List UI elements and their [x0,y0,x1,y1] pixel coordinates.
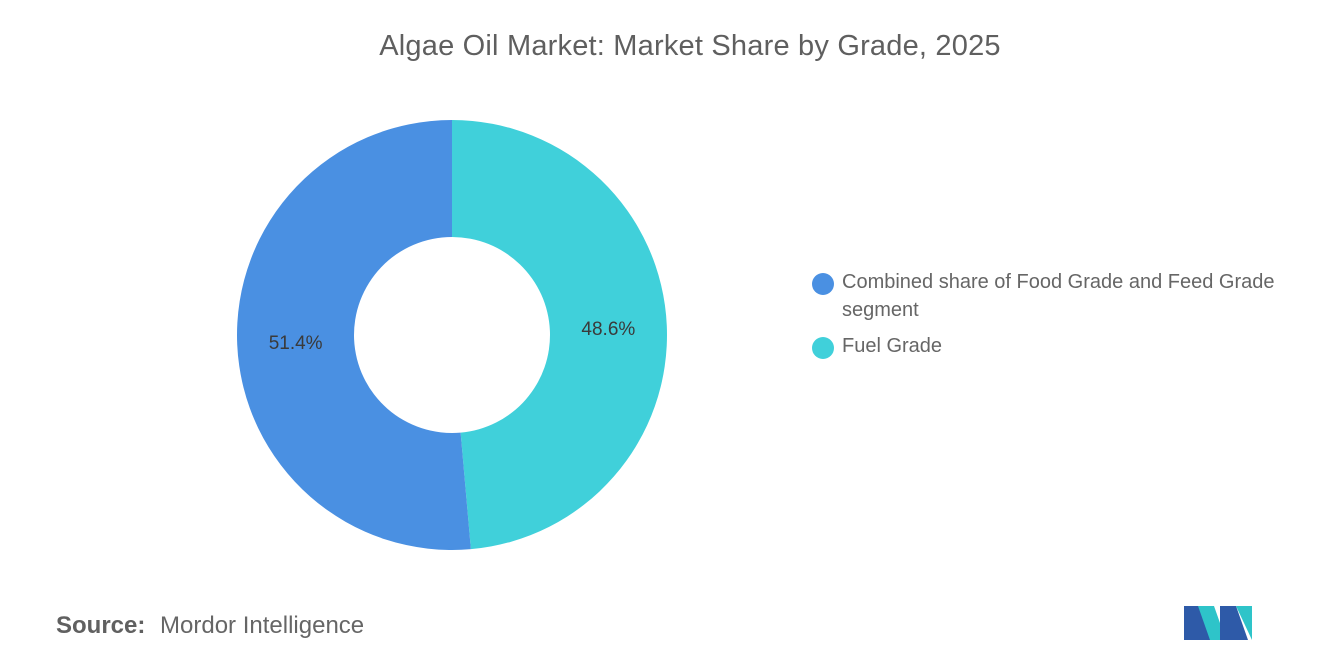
logo-shape-tip [1236,606,1252,640]
logo-shape-right [1220,606,1248,640]
legend-label-fuel-grade: Fuel Grade [842,335,943,357]
mordor-intelligence-logo [1184,606,1252,640]
logo-shape-left [1184,606,1214,640]
chart-legend: Combined share of Food Grade and Feed Gr… [812,268,1282,368]
source-note: Source: Mordor Intelligence [56,612,364,640]
legend-item-fuel-grade[interactable]: Fuel Grade [812,332,1282,360]
legend-label-food-feed-grade: Combined share of Food Grade and Feed Gr… [842,271,1275,321]
data-label-fuel-grade: 48.6% [581,319,635,340]
donut-slice-food-feed-grade[interactable] [237,120,471,550]
legend-swatch-fuel-grade [812,337,834,359]
legend-swatch-food-feed-grade [812,273,834,295]
logo-shape-mid [1198,606,1226,640]
legend-item-food-feed-grade[interactable]: Combined share of Food Grade and Feed Gr… [812,268,1282,324]
source-value: Mordor Intelligence [160,612,365,639]
donut-slice-fuel-grade[interactable] [452,120,668,550]
chart-title: Algae Oil Market: Market Share by Grade,… [379,30,1001,62]
source-key: Source: [56,612,146,639]
data-label-food-feed-grade: 51.4% [269,333,323,354]
